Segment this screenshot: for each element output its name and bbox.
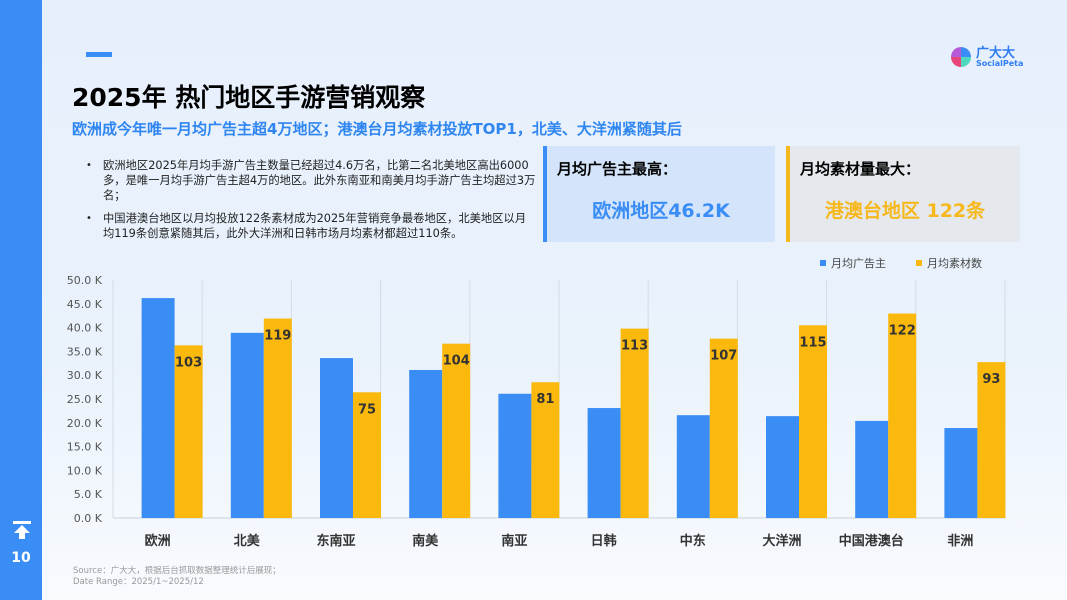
bar-creatives [442, 343, 471, 518]
legend-label: 月均广告主 [831, 257, 886, 270]
bar-advertisers [766, 416, 799, 518]
bar-advertisers [855, 420, 889, 518]
x-tick-label: 南美 [412, 533, 439, 549]
bullet-item: 中国港澳台地区以月均投放122条素材成为2025年营销竞争最卷地区，北美地区以月… [86, 211, 536, 241]
y-tick-label: 30.0 K [67, 369, 103, 382]
bar-advertisers [587, 408, 621, 518]
data-label: 122 [889, 324, 916, 339]
card-heading: 月均广告主最高： [557, 160, 678, 178]
back-to-top-icon[interactable] [12, 520, 32, 540]
bar-advertisers [676, 415, 710, 518]
x-tick-label: 东南亚 [316, 533, 355, 549]
legend-swatch [916, 260, 922, 266]
bar-advertisers [230, 332, 264, 518]
y-tick-label: 40.0 K [67, 322, 103, 335]
bar-creatives [977, 362, 1006, 518]
page-title: 2025年 热门地区手游营销观察 [72, 83, 426, 112]
card-value: 港澳台地区 122条 [824, 200, 986, 222]
data-label: 113 [621, 339, 648, 354]
x-tick-label: 南亚 [501, 533, 527, 549]
y-tick-label: 35.0 K [67, 345, 103, 358]
data-label: 103 [175, 355, 202, 370]
data-label: 104 [443, 354, 470, 369]
legend-item-series2: 月均素材数 [916, 255, 982, 271]
source-note: Source：广大大，根据后台抓取数据整理统计后展现； Date Range：2… [73, 566, 281, 588]
y-tick-label: 15.0 K [67, 441, 103, 454]
bar-creatives [709, 338, 738, 518]
y-tick-label: 25.0 K [67, 393, 103, 406]
legend-label: 月均素材数 [927, 257, 982, 270]
data-label: 81 [536, 392, 554, 407]
date-range: Date Range：2025/1~2025/12 [73, 577, 204, 587]
bar-advertisers [944, 428, 978, 518]
x-tick-label: 欧洲 [145, 533, 171, 549]
card-heading: 月均素材量最大： [800, 160, 921, 178]
legend-swatch [820, 260, 826, 266]
bar-advertisers [141, 298, 175, 518]
sidebar: 10 [0, 0, 42, 600]
y-tick-label: 0.0 K [74, 512, 103, 525]
card-top-creatives: 月均素材量最大： 港澳台地区 122条 [786, 146, 1020, 242]
y-tick-label: 50.0 K [67, 274, 103, 287]
x-tick-label: 大洋洲 [762, 533, 801, 549]
logo-en: SocialPeta [976, 58, 1024, 68]
logo-icon [951, 47, 971, 67]
x-tick-label: 非洲 [947, 533, 973, 549]
bar-creatives [531, 382, 560, 518]
bar-advertisers [498, 393, 532, 518]
y-tick-label: 5.0 K [74, 488, 103, 501]
data-label: 115 [799, 335, 826, 350]
y-tick-label: 20.0 K [67, 417, 103, 430]
logo: 广大大 SocialPeta [950, 46, 1023, 68]
data-label: 93 [982, 372, 1000, 387]
data-label: 119 [264, 329, 291, 344]
bar-creatives [888, 313, 917, 518]
x-tick-label: 中国港澳台 [839, 533, 904, 549]
x-tick-label: 北美 [234, 533, 261, 549]
data-label: 107 [710, 349, 737, 364]
page-number: 10 [11, 550, 31, 566]
bar-creatives [353, 392, 381, 518]
logo-cn: 广大大 [976, 45, 1016, 61]
source-text: Source：广大大，根据后台抓取数据整理统计后展现； [73, 566, 281, 576]
bullet-list: 欧洲地区2025年月均手游广告主数量已经超过4.6万名，比第二名北美地区高出60… [86, 158, 536, 249]
bar-advertisers [320, 358, 353, 518]
card-value: 欧洲地区46.2K [592, 200, 730, 222]
y-tick-label: 45.0 K [67, 298, 103, 311]
bar-advertisers [409, 369, 443, 518]
bar-creatives [174, 345, 203, 518]
bar-creatives [263, 318, 292, 518]
bar-creatives [799, 325, 827, 518]
card-top-advertisers: 月均广告主最高： 欧洲地区46.2K [543, 146, 775, 242]
bullet-item: 欧洲地区2025年月均手游广告主数量已经超过4.6万名，比第二名北美地区高出60… [86, 158, 536, 203]
bar-creatives [620, 328, 649, 518]
page-subtitle: 欧洲成今年唯一月均广告主超4万地区；港澳台月均素材投放TOP1，北美、大洋洲紧随… [72, 120, 682, 138]
legend-item-series1: 月均广告主 [820, 255, 886, 271]
x-tick-label: 日韩 [591, 533, 617, 549]
x-tick-label: 中东 [680, 533, 706, 549]
y-tick-label: 10.0 K [67, 464, 103, 477]
data-label: 75 [358, 402, 376, 417]
title-accent [86, 52, 112, 57]
